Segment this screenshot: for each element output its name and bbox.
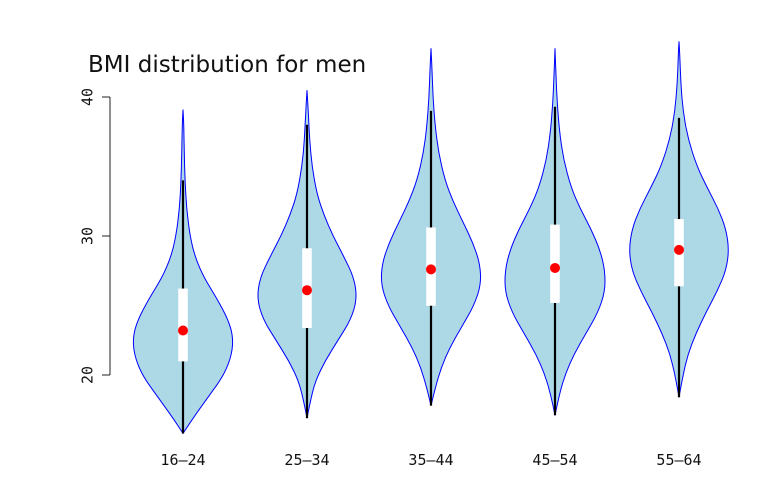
violin-35–44 <box>380 48 482 406</box>
x-tick-label: 45–54 <box>532 451 577 469</box>
violin-25–34 <box>257 90 357 419</box>
violin-median-dot <box>674 244 684 255</box>
violin-median-dot <box>302 285 312 296</box>
x-tick-label: 16–24 <box>160 451 205 469</box>
y-axis: 20 30 40 <box>79 88 111 384</box>
violin-median-dot <box>178 325 188 336</box>
violins-group <box>132 41 729 435</box>
y-tick-label: 40 <box>79 88 97 106</box>
x-tick-label: 35–44 <box>408 451 453 469</box>
violin-iqr-box <box>178 288 188 362</box>
y-tick-label: 20 <box>79 366 97 384</box>
x-axis-labels: 16–24 25–34 35–44 45–54 55–64 <box>160 451 701 469</box>
x-tick-label: 25–34 <box>284 451 329 469</box>
violin-16–24 <box>132 109 234 435</box>
violin-45–54 <box>504 48 606 416</box>
violin-median-dot <box>426 264 436 275</box>
violin-55–64 <box>629 41 729 398</box>
x-tick-label: 55–64 <box>656 451 701 469</box>
violin-median-dot <box>550 262 560 273</box>
chart-title: BMI distribution for men <box>88 52 366 78</box>
y-tick-label: 30 <box>79 227 97 245</box>
